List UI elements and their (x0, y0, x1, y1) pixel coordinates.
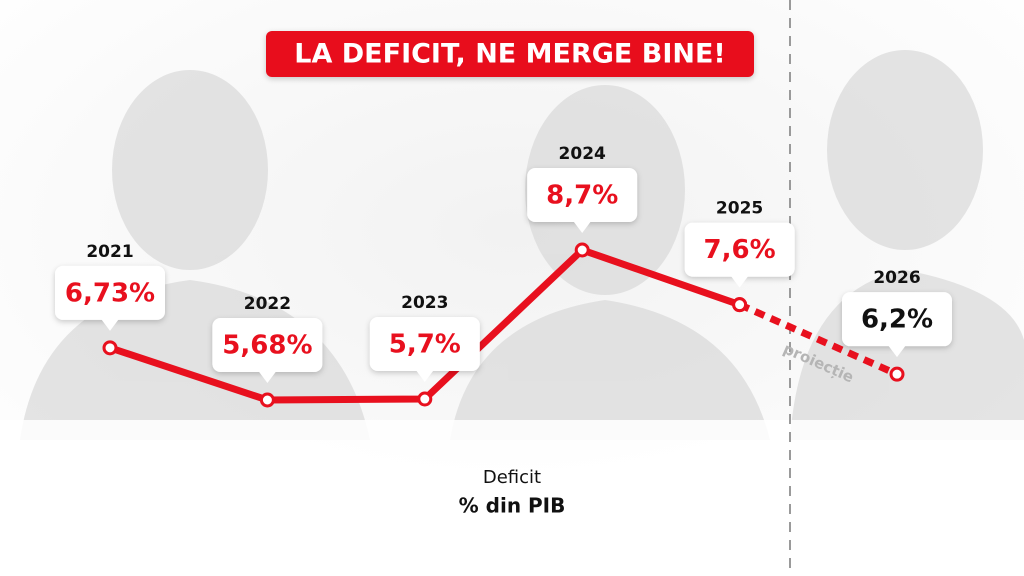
label-box (212, 318, 323, 372)
label-box (369, 317, 480, 372)
label-pointer (888, 345, 906, 358)
data-label: 7,6% (704, 235, 776, 265)
chart-title: LA DEFICIT, NE MERGE BINE! (294, 39, 725, 70)
label-pointer (101, 318, 119, 331)
label-box (684, 222, 795, 277)
y-axis-label: % din PIB (459, 494, 566, 518)
label-pointer (573, 221, 592, 233)
value-label: 5,7% (369, 317, 480, 383)
x-axis-label: Deficit (483, 467, 541, 488)
data-label: 5,68% (222, 331, 312, 361)
label-box (55, 265, 165, 320)
value-label: 7,6% (684, 222, 795, 288)
value-label: 5,68% (212, 318, 323, 383)
value-label: 6,2% (842, 292, 952, 358)
x-tick-label: 2021 (86, 242, 133, 262)
data-label: 8,7% (546, 181, 618, 211)
value-label: 6,73% (55, 265, 165, 331)
data-point (574, 242, 590, 258)
x-tick-label: 2023 (401, 293, 448, 313)
title-box (266, 31, 754, 77)
label-pointer (415, 370, 434, 383)
data-label: 6,73% (65, 278, 155, 308)
data-point (259, 392, 275, 408)
data-label: 5,7% (389, 330, 461, 360)
label-box (527, 168, 638, 222)
label-box (842, 292, 952, 347)
label-pointer (258, 371, 277, 383)
x-tick-label: 2025 (716, 199, 763, 219)
data-point (889, 366, 905, 382)
x-tick-label: 2024 (559, 144, 606, 164)
data-point (417, 391, 433, 407)
label-pointer (730, 275, 749, 288)
data-point (732, 297, 748, 313)
data-point (102, 340, 118, 356)
bottom-fade (0, 420, 1024, 576)
data-label: 6,2% (861, 305, 933, 335)
data-line (738, 301, 899, 378)
value-label: 8,7% (527, 168, 638, 233)
x-tick-label: 2026 (873, 268, 920, 288)
x-tick-label: 2022 (244, 294, 291, 314)
